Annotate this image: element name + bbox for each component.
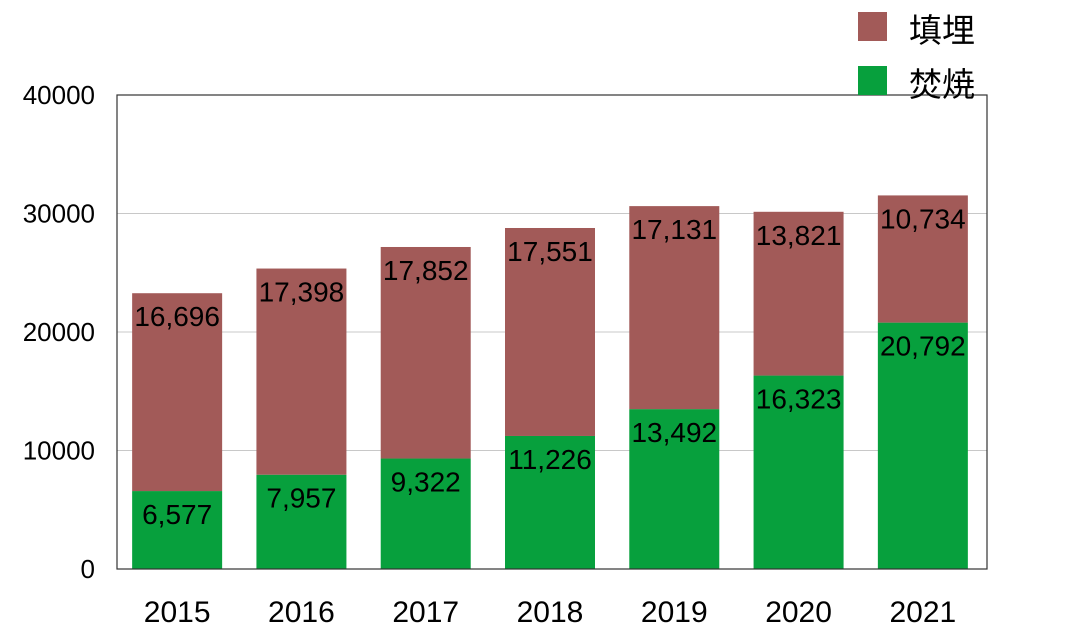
bar-segment <box>380 246 471 459</box>
legend-label: 填埋 <box>909 12 975 49</box>
bar-segment <box>505 227 595 436</box>
legend-swatch <box>858 66 887 95</box>
y-tick-label: 0 <box>81 554 95 584</box>
data-label: 7,957 <box>266 483 336 514</box>
data-label: 11,226 <box>508 444 592 475</box>
x-tick-label: 2019 <box>641 596 708 629</box>
bar-segment <box>132 293 223 492</box>
data-label: 17,398 <box>259 277 345 308</box>
data-label: 16,696 <box>134 301 220 332</box>
y-tick-label: 10000 <box>23 436 95 466</box>
x-tick-label: 2016 <box>268 596 335 629</box>
data-label: 10,734 <box>880 203 966 234</box>
bar-segment <box>132 491 223 569</box>
bar-segment <box>256 268 347 475</box>
data-label: 17,551 <box>507 236 593 267</box>
x-tick-label: 2018 <box>517 596 584 629</box>
bar-segment <box>629 206 720 410</box>
y-tick-label: 40000 <box>23 80 95 110</box>
data-label: 13,492 <box>631 417 717 448</box>
y-tick-label: 20000 <box>23 317 95 347</box>
data-label: 9,322 <box>391 467 461 498</box>
data-label: 17,852 <box>383 255 469 286</box>
data-label: 17,131 <box>631 214 717 245</box>
bar-segment <box>256 474 347 569</box>
data-label: 16,323 <box>756 384 842 415</box>
y-tick-label: 30000 <box>23 199 95 229</box>
data-label: 13,821 <box>756 220 842 251</box>
bar-segment <box>877 195 968 323</box>
bar-segment <box>877 322 968 569</box>
x-tick-label: 2015 <box>144 596 211 629</box>
data-label: 6,577 <box>142 499 212 530</box>
bar-segment <box>629 409 720 569</box>
data-label: 20,792 <box>880 331 966 362</box>
legend-swatch <box>858 12 887 41</box>
x-tick-label: 2021 <box>889 596 956 629</box>
bar-segment <box>753 375 844 569</box>
bar-segment <box>505 435 595 569</box>
bar-segment <box>380 458 471 569</box>
bar-segment <box>753 211 844 376</box>
x-tick-label: 2020 <box>765 596 832 629</box>
plot-frame <box>116 94 988 570</box>
x-tick-label: 2017 <box>392 596 459 629</box>
legend-label: 焚焼 <box>909 66 975 103</box>
